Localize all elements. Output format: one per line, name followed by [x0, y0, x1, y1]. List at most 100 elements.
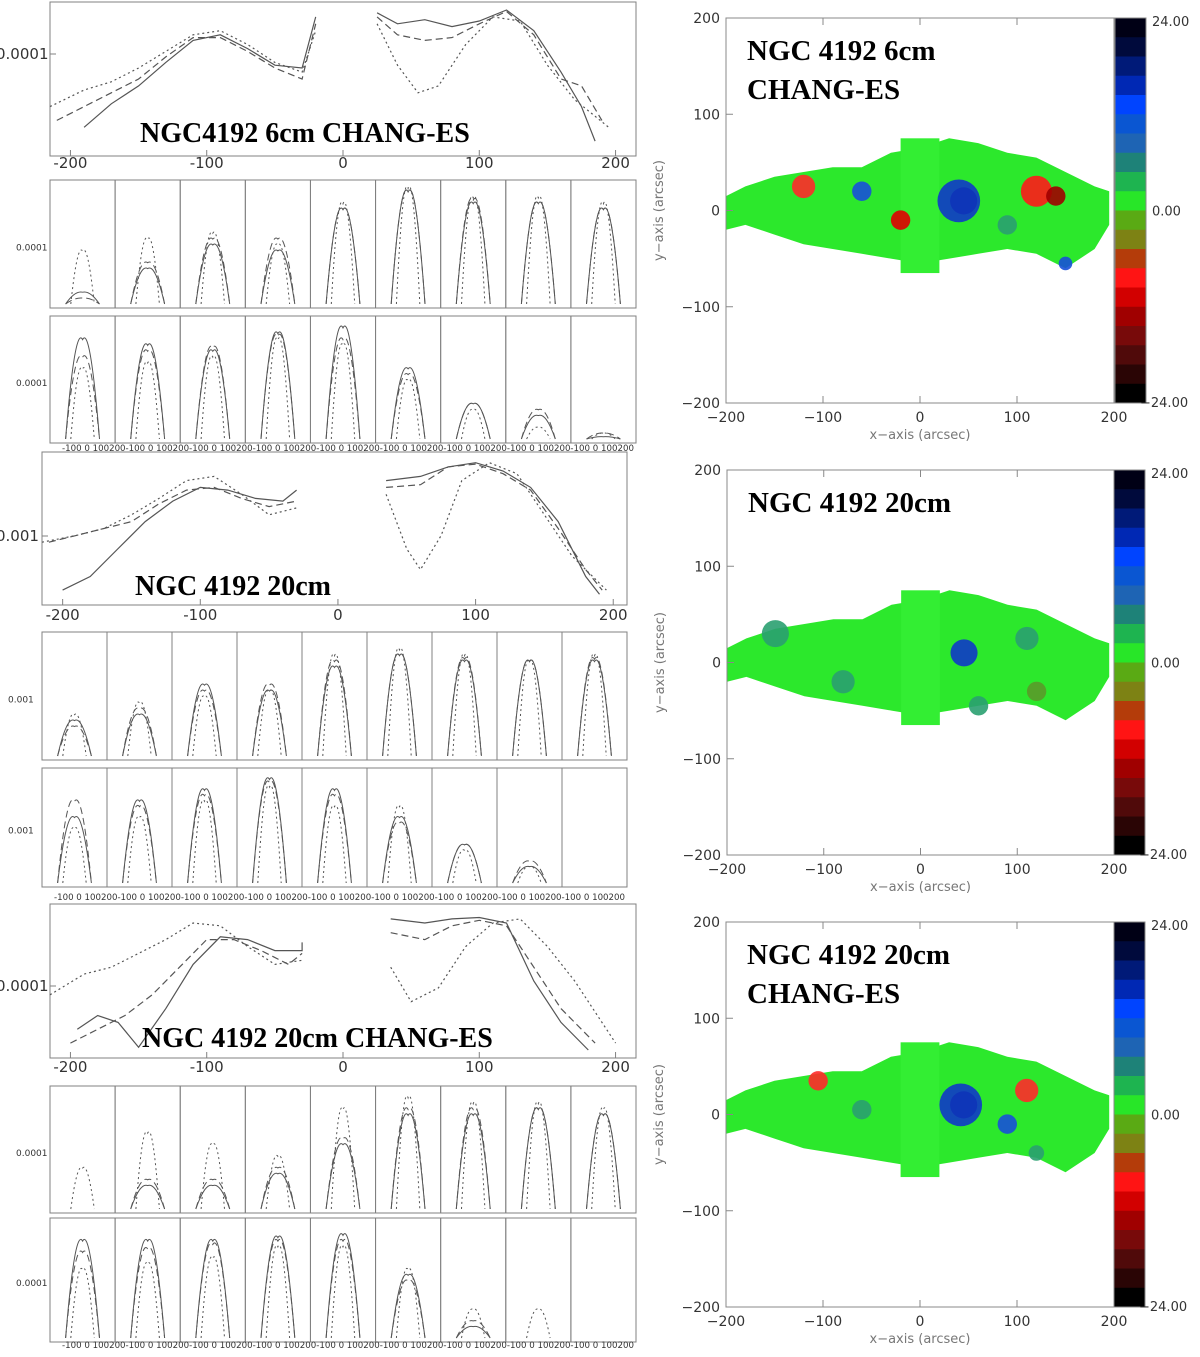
small-profile-line [260, 333, 296, 440]
profile-series-line [41, 475, 297, 543]
small-profile-line [390, 1107, 426, 1210]
colorbar-swatch [1115, 383, 1146, 404]
map-x-tick-label: 0 [916, 410, 925, 426]
profile-title: NGC 4192 20cm CHANG-ES [142, 1023, 493, 1054]
profile-frame [41, 451, 628, 606]
small-y-tick-label: 0.0001 [16, 379, 48, 389]
colorbar-swatch [1114, 739, 1145, 760]
small-profile-line [260, 1166, 296, 1210]
residual-blob [852, 1099, 872, 1120]
colorbar-swatch [1115, 364, 1146, 385]
colorbar-swatch [1114, 758, 1145, 779]
small-profile-line [70, 367, 95, 440]
map-y-tick-label: 200 [693, 11, 720, 27]
small-profile-line [447, 657, 482, 757]
profile-series-line [385, 462, 607, 591]
colorbar-swatch [1114, 835, 1145, 856]
small-profile-line [135, 1131, 160, 1210]
small-profile-line [390, 1273, 426, 1339]
small-profile-line [252, 689, 287, 757]
colorbar-swatch [1114, 941, 1145, 961]
colorbar-mid-label: 0.00 [1151, 657, 1180, 672]
small-profile-line [591, 201, 616, 305]
colorbar-swatch [1114, 720, 1145, 740]
small-profile-line [455, 1107, 491, 1210]
small-profile-line [512, 659, 547, 757]
small-profile-line [577, 657, 612, 757]
map-x-tick-label: −100 [804, 1314, 842, 1330]
residual-blob [831, 670, 855, 694]
profile-y-tick-label: 0.0001 [0, 45, 49, 63]
small-profile-line [330, 1107, 356, 1210]
small-profile-line [65, 355, 100, 440]
colorbar-swatch [1114, 1018, 1145, 1038]
colorbar-swatch [1115, 287, 1146, 308]
colorbar-swatch [1114, 662, 1145, 683]
colorbar-swatch [1114, 1153, 1145, 1173]
small-profile-line [57, 815, 92, 884]
small-y-tick-label: 0.001 [8, 695, 34, 705]
map-title: CHANG-ES [747, 978, 900, 1010]
small-profile-line [200, 1256, 225, 1339]
small-profile-line [325, 1143, 361, 1210]
profile-x-tick-label: 200 [601, 1058, 630, 1076]
colorbar-swatch [1115, 37, 1146, 57]
profile-series-line [386, 462, 600, 595]
small-profile-line [330, 1244, 356, 1339]
small-profile-line [200, 355, 225, 440]
profile-x-tick-label: -100 [190, 1058, 224, 1076]
profile-y-tick-label: 0.001 [0, 527, 39, 545]
colorbar-swatch [1114, 1268, 1145, 1289]
small-profile-line [70, 1166, 95, 1210]
residual-blob [997, 1114, 1017, 1134]
map-title: NGC 4192 20cm [748, 487, 951, 519]
small-panel-frame [561, 767, 628, 888]
map-y-tick-label: −200 [682, 396, 720, 412]
colorbar-min-label: −24.00 [1139, 1300, 1187, 1315]
small-profile-line [317, 659, 352, 757]
small-profile-line [586, 207, 621, 305]
profile-x-tick-label: 100 [465, 1058, 494, 1076]
map-x-tick-label: −100 [805, 862, 843, 878]
profile-series-line [70, 939, 303, 1044]
map-x-tick-label: 0 [916, 1314, 925, 1330]
residual-blob [1058, 256, 1073, 271]
small-profile-line [390, 189, 426, 305]
residual-blob [1020, 175, 1052, 207]
small-profile-line [130, 349, 166, 440]
colorbar-swatch [1114, 681, 1145, 702]
profile-x-tick-label: -200 [53, 1058, 87, 1076]
map-x-tick-label: 200 [1101, 410, 1128, 426]
small-profile-line [390, 367, 426, 440]
colorbar-swatch [1114, 1210, 1145, 1231]
map-y-tick-label: 100 [693, 107, 720, 123]
small-profile-line [192, 799, 217, 884]
small-profile-line [122, 707, 157, 757]
small-profile-line [325, 1239, 361, 1339]
small-profile-line [65, 1250, 100, 1339]
profile-x-tick-label: 0 [338, 1058, 348, 1076]
map-y-tick-label: 100 [693, 1011, 720, 1027]
colorbar-swatch [1114, 624, 1145, 644]
small-profile-line [317, 793, 352, 884]
colorbar-min-label: −24.00 [1139, 848, 1187, 863]
small-profile-line [325, 325, 361, 440]
small-profile-line [322, 653, 347, 757]
colorbar-swatch [1114, 797, 1145, 817]
small-profile-line [257, 785, 282, 884]
profile-series-line [62, 486, 297, 591]
small-profile-line [512, 860, 547, 884]
map-y-tick-label: 0 [711, 204, 720, 220]
colorbar-swatch [1114, 1249, 1145, 1269]
residual-blob [1015, 1078, 1039, 1103]
small-profile-line [330, 201, 356, 305]
map-y-tick-label: 0 [711, 1108, 720, 1124]
small-profile-line [526, 1101, 551, 1210]
small-y-tick-label: 0.0001 [16, 1149, 48, 1159]
map-x-tick-label: 200 [1101, 862, 1128, 878]
residual-map-center-strip [901, 590, 940, 726]
map-y-tick-label: 0 [712, 656, 721, 672]
small-profile-line [586, 1113, 621, 1210]
profile-x-tick-label: -200 [53, 154, 87, 172]
